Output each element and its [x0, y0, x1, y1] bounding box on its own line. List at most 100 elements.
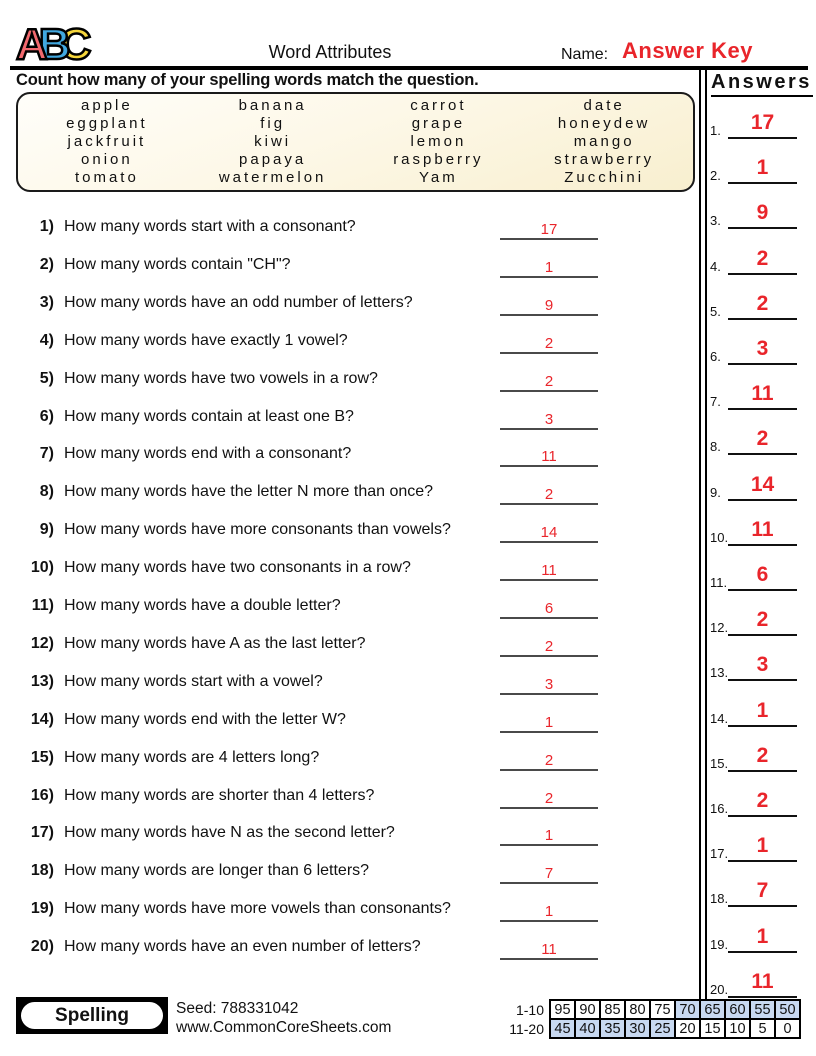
answers-item-value: 2	[756, 789, 769, 812]
question-number: 1)	[39, 218, 54, 235]
instruction-text: Count how many of your spelling words ma…	[16, 71, 479, 89]
question-row: 5) How many words have two vowels in a ro…	[16, 370, 702, 396]
answers-item-blank: 1	[728, 923, 797, 953]
answers-item-blank: 2	[728, 290, 797, 320]
score-table-row: 11-20 45 40 35 30 25 20 15 10 5 0	[506, 1018, 801, 1039]
score-cell: 45	[549, 1018, 576, 1039]
score-table-row: 1-10 95 90 85 80 75 70 65 60 55 50	[506, 999, 801, 1020]
answers-panel-item: 17. 1	[710, 832, 800, 863]
question-number: 2)	[39, 255, 54, 273]
answers-item-number: 6.	[710, 349, 721, 364]
score-cell: 80	[624, 999, 651, 1020]
answers-item-value: 1	[756, 698, 769, 722]
answers-item-value: 11	[751, 382, 774, 406]
question-row: 8) How many words have the letter N more …	[16, 483, 702, 509]
answers-item-number: 11.	[710, 575, 728, 590]
answers-item-value: 1	[756, 156, 769, 180]
answers-item-blank: 2	[728, 245, 797, 275]
score-cell: 35	[599, 1018, 626, 1039]
answer-value: 2	[544, 334, 554, 352]
answers-item-blank: 9	[728, 199, 797, 230]
answer-value: 3	[544, 410, 554, 428]
answer-blank: 11	[500, 445, 598, 468]
word-bank-word: carrot	[410, 97, 467, 114]
question-number: 11)	[31, 597, 54, 614]
word-bank: apple banana carrot date eggplant fig grape hon…	[16, 92, 695, 192]
answer-value: 2	[544, 486, 554, 504]
question-row: 12) How many words have A as the last let…	[16, 635, 702, 661]
answers-panel-item: 6. 3	[710, 335, 800, 365]
answers-item-number: 10.	[710, 529, 729, 545]
question-text: How many words contain "CH"?	[64, 255, 291, 273]
question-text: How many words start with a consonant?	[64, 218, 356, 235]
answers-title: Answers	[711, 71, 813, 97]
answers-panel-item: 13. 3	[710, 651, 800, 682]
answers-item-number: 9.	[710, 484, 721, 500]
word-bank-word: honeydew	[557, 115, 651, 132]
answer-value: 9	[544, 296, 554, 314]
word-bank-word: watermelon	[218, 169, 327, 186]
answers-panel-item: 3. 9	[710, 199, 800, 230]
word-bank-word: apple	[81, 97, 133, 114]
score-cell: 55	[749, 999, 776, 1020]
question-number: 8)	[39, 483, 54, 501]
question-number: 19)	[30, 900, 54, 918]
question-number: 9)	[39, 521, 54, 539]
word-bank-word: mango	[573, 133, 635, 150]
question-row: 4) How many words have exactly 1 vowel? 2	[16, 332, 702, 358]
score-table: 1-10 95 90 85 80 75 70 65 60 55 50 11-20 45 40 35 30 25 2…	[506, 999, 801, 1039]
answer-value: 14	[540, 524, 558, 542]
word-bank-word: grape	[411, 115, 466, 132]
header-rule	[10, 66, 808, 70]
score-cell: 40	[574, 1018, 601, 1039]
word-bank-word: date	[583, 97, 625, 114]
answers-item-blank: 3	[728, 651, 797, 682]
answers-panel-item: 8. 2	[710, 425, 800, 456]
question-number: 5)	[39, 369, 54, 387]
answers-panel-item: 16. 2	[710, 787, 800, 817]
question-number: 12)	[30, 634, 54, 652]
answer-blank: 7	[500, 862, 598, 885]
answer-blank: 1	[500, 824, 598, 847]
word-bank-word: kiwi	[254, 133, 292, 150]
question-row: 17) How many words have N as the second l…	[16, 824, 702, 850]
answers-item-number: 13.	[710, 665, 729, 681]
question-text: How many words have two consonants in a …	[64, 559, 411, 577]
question-row: 20) How many words have an even number of…	[16, 938, 702, 964]
answer-value: 1	[544, 258, 554, 276]
score-cell: 0	[774, 1018, 801, 1039]
answer-value: 1	[544, 827, 554, 845]
answers-panel-item: 7. 11	[710, 380, 800, 411]
answer-blank: 1	[500, 900, 598, 923]
question-text: How many words have an odd number of let…	[64, 293, 413, 311]
answer-blank: 3	[500, 673, 598, 695]
question-row: 19) How many words have more vowels than …	[16, 900, 702, 926]
score-cell: 20	[674, 1018, 701, 1039]
logo-letter-c: C	[58, 20, 92, 69]
answers-item-number: 8.	[710, 439, 721, 455]
question-text: How many words end with a consonant?	[64, 445, 352, 463]
answers-item-blank: 1	[728, 154, 797, 185]
word-bank-word: onion	[81, 151, 133, 168]
answers-item-number: 17.	[710, 846, 729, 862]
answers-panel-item: 14. 1	[710, 697, 800, 727]
answers-item-blank: 2	[728, 787, 797, 817]
answer-value: 2	[544, 789, 554, 807]
answers-panel-item: 9. 14	[710, 471, 800, 501]
answers-item-value: 17	[750, 111, 775, 134]
answers-item-blank: 11	[728, 380, 797, 411]
footer-info: Seed: 788331042 www.CommonCoreSheets.com	[176, 999, 391, 1037]
answer-blank: 14	[500, 521, 598, 544]
worksheet-type-badge: Spelling	[16, 997, 168, 1034]
question-text: How many words are 4 letters long?	[64, 748, 320, 766]
score-cell: 65	[699, 999, 726, 1020]
score-cell: 25	[649, 1018, 676, 1039]
word-bank-word: banana	[238, 97, 307, 114]
answers-item-number: 7.	[710, 394, 721, 410]
question-row: 2) How many words contain "CH"? 1	[16, 256, 702, 282]
question-number: 3)	[39, 293, 54, 311]
answers-item-number: 4.	[710, 258, 721, 274]
answers-item-number: 3.	[710, 213, 721, 229]
question-number: 10)	[30, 559, 54, 577]
answers-item-number: 19.	[710, 936, 729, 952]
